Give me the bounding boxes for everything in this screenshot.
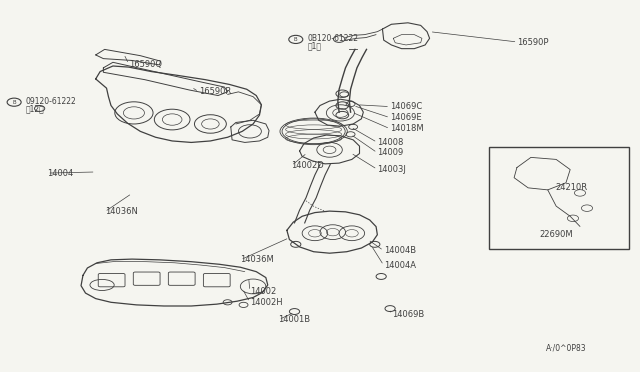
Text: 14004B: 14004B	[384, 246, 416, 255]
Text: 14069B: 14069B	[392, 310, 424, 319]
Text: （12）: （12）	[26, 104, 44, 113]
Text: 14004A: 14004A	[384, 261, 416, 270]
Text: 14018M: 14018M	[390, 124, 424, 133]
Text: 14069E: 14069E	[390, 113, 422, 122]
Bar	[489, 147, 629, 249]
Text: （1）: （1）	[307, 42, 321, 51]
Text: 14003J: 14003J	[378, 165, 406, 174]
Text: 14001B: 14001B	[278, 315, 310, 324]
Text: 14008: 14008	[378, 138, 404, 147]
Text: 22690M: 22690M	[540, 230, 573, 239]
Text: 09120-61222: 09120-61222	[26, 97, 76, 106]
Text: B: B	[294, 37, 298, 42]
Text: A·/0^0P83: A·/0^0P83	[546, 344, 587, 353]
Text: 14036N: 14036N	[104, 207, 138, 217]
Text: 14069C: 14069C	[390, 102, 422, 111]
Text: 16590Q: 16590Q	[129, 60, 162, 69]
Text: 24210R: 24210R	[556, 183, 588, 192]
Text: 14002D: 14002D	[291, 161, 324, 170]
Text: 0B120-61222: 0B120-61222	[307, 34, 358, 43]
Text: 14002H: 14002H	[250, 298, 282, 307]
Text: 14036M: 14036M	[241, 255, 274, 264]
Text: 16590P: 16590P	[518, 38, 549, 46]
Text: 14002: 14002	[250, 287, 276, 296]
Text: 16590R: 16590R	[199, 87, 231, 96]
Text: B: B	[12, 100, 16, 105]
Text: 14004: 14004	[47, 169, 74, 177]
Text: 14009: 14009	[378, 148, 404, 157]
